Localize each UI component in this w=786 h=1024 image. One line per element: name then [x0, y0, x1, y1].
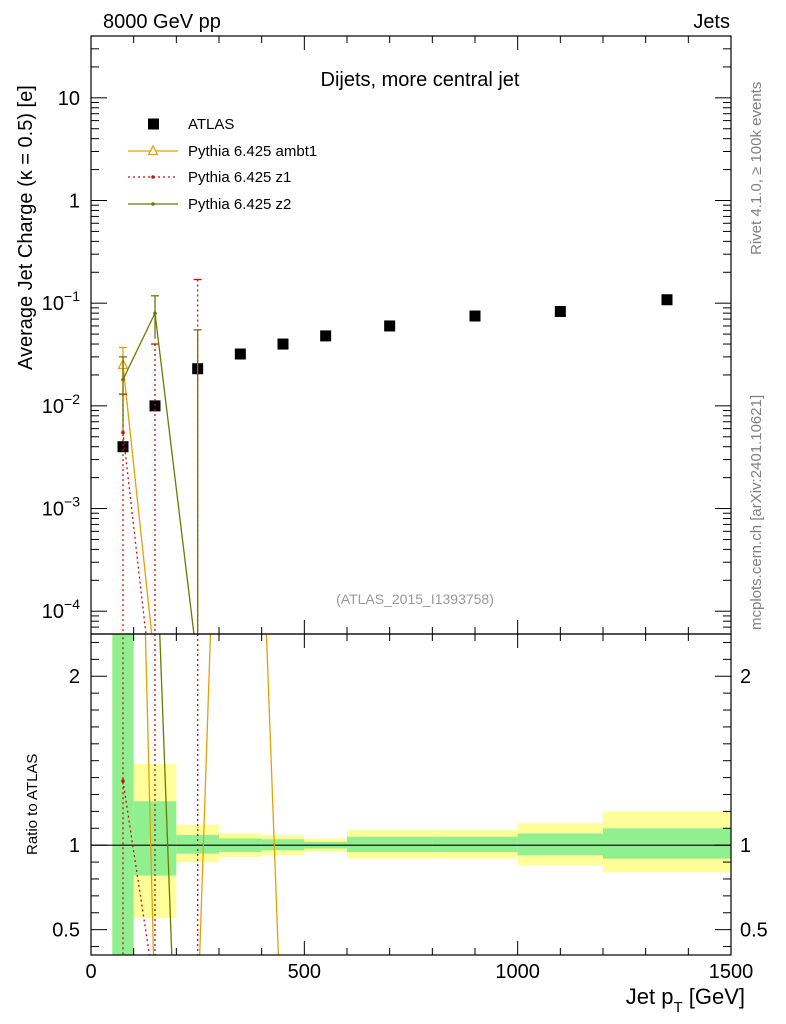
- atlas-data-point: [117, 441, 129, 453]
- energy-label: 8000 GeV pp: [103, 11, 221, 33]
- series-marker: [153, 311, 157, 315]
- ratio-y-tick-label-left: 1: [69, 835, 80, 857]
- top-y-tick-label: 10−3: [42, 494, 80, 521]
- ratio-band-inner: [517, 833, 603, 856]
- series-line-3: [122, 310, 195, 634]
- ratio-band-inner: [432, 836, 518, 852]
- x-tick-label: 1500: [709, 961, 754, 983]
- x-tick-label: 1000: [495, 961, 540, 983]
- x-axis-label: Jet pT [GeV]: [626, 984, 745, 1016]
- ratio-y-tick-label-right: 1: [740, 835, 751, 857]
- legend-atlas-marker: [148, 118, 159, 130]
- legend-entry-1: Pythia 6.425 ambt1: [128, 143, 317, 160]
- mcplots-label: mcplots.cern.ch [arXiv:2401.10621]: [748, 395, 765, 630]
- atlas-data-point: [277, 338, 289, 350]
- rivet-label: Rivet 4.1.0, ≥ 100k events: [748, 82, 765, 255]
- ratio-y-tick-label-left: 2: [69, 666, 80, 688]
- legend-dot: [151, 175, 155, 179]
- ratio-panel-frame: [90, 633, 732, 956]
- top-y-tick-label: 1: [69, 190, 80, 212]
- atlas-data-point: [320, 330, 332, 342]
- top-y-tick-label: 10−4: [42, 596, 80, 623]
- atlas-data-point: [661, 294, 673, 306]
- ratio-y-tick-label-right: 0.5: [740, 920, 768, 942]
- atlas-data-point: [469, 310, 481, 322]
- legend-label: Pythia 6.425 ambt1: [188, 143, 317, 160]
- legend-label: Pythia 6.425 z2: [188, 196, 291, 213]
- ratio-y-tick-label-left: 0.5: [52, 920, 80, 942]
- top-panel-frame: [90, 35, 732, 635]
- jets-label: Jets: [693, 11, 730, 33]
- x-tick-label: 0: [85, 961, 96, 983]
- top-y-tick-label: 10−2: [42, 391, 80, 418]
- ratio-y-tick-label-right: 2: [740, 666, 751, 688]
- ratio-band-inner: [347, 836, 433, 852]
- top-y-tick-label: 10−1: [42, 288, 80, 315]
- atlas-data-point: [234, 348, 246, 360]
- top-y-tick-label: 10: [58, 88, 80, 110]
- legend-dot: [151, 202, 155, 206]
- legend-entry-0: ATLAS: [148, 116, 234, 133]
- atlas-data-point: [384, 320, 396, 332]
- ratio-band-inner: [133, 801, 177, 876]
- analysis-watermark: (ATLAS_2015_I1393758): [336, 591, 494, 607]
- top-y-axis-label: Average Jet Charge (κ = 0.5) [e]: [15, 85, 37, 370]
- ratio-marker: [121, 779, 125, 783]
- legend-entry-3: Pythia 6.425 z2: [128, 196, 291, 213]
- series-marker: [121, 430, 125, 435]
- legend-entry-2: Pythia 6.425 z1: [128, 169, 291, 186]
- ratio-y-axis-label: Ratio to ATLAS: [24, 754, 41, 855]
- atlas-data-point: [554, 305, 566, 317]
- x-tick-label: 500: [288, 961, 321, 983]
- legend-triangle: [147, 144, 159, 156]
- ratio-band-inner: [603, 828, 731, 859]
- ratio-band-inner: [112, 634, 134, 955]
- legend-label: ATLAS: [188, 116, 234, 133]
- ratio-series-line-2: [159, 634, 173, 955]
- ratio-series-line-0: [144, 634, 280, 955]
- plot-title: Dijets, more central jet: [321, 69, 520, 91]
- ratio-series-line-1: [122, 780, 151, 955]
- series-marker: [121, 377, 125, 382]
- series-line-1: [122, 364, 153, 634]
- legend-label: Pythia 6.425 z1: [188, 169, 291, 186]
